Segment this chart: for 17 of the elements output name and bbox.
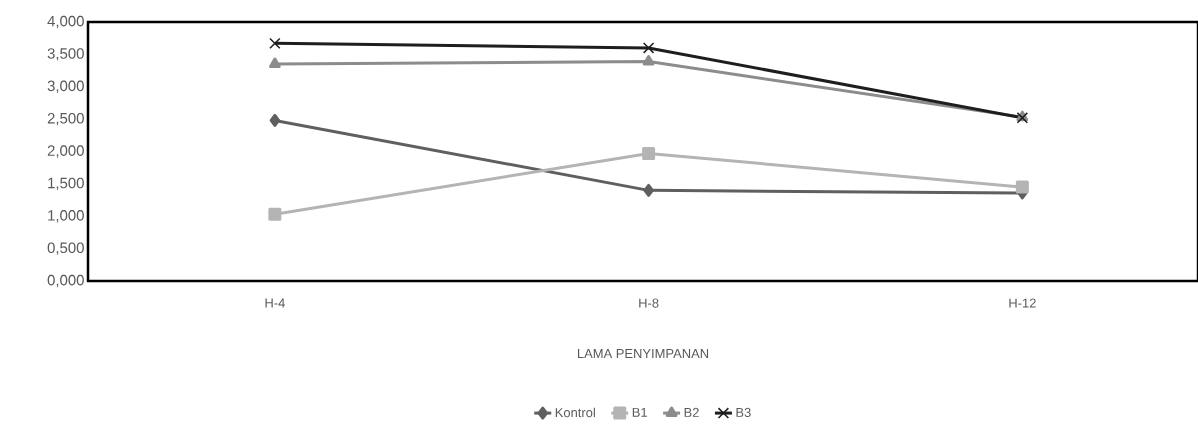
x-tick-label: H-4 (265, 298, 285, 308)
y-tick-label: 3,000 (47, 80, 84, 93)
x-tick-label: H-8 (639, 298, 659, 308)
y-tick-label: 3,500 (47, 48, 84, 61)
x-tick-label: H-12 (1009, 298, 1036, 308)
y-tick-label: 2,000 (47, 145, 84, 158)
legend-label: Kontrol (555, 407, 595, 418)
y-tick-label: 1,000 (48, 210, 84, 223)
y-tick-label: 0,000 (47, 274, 84, 288)
y-tick-label: 4,000 (47, 15, 84, 29)
legend-label: B1 (632, 407, 647, 417)
x-axis-title: LAMA PENYIMPANAN (577, 349, 709, 358)
y-tick-label: 0,500 (47, 242, 84, 255)
y-tick-label: 1,500 (48, 177, 84, 191)
y-tick-label: 2,500 (47, 112, 84, 126)
legend-label: B3 (736, 407, 751, 417)
legend-label: B2 (684, 407, 699, 417)
